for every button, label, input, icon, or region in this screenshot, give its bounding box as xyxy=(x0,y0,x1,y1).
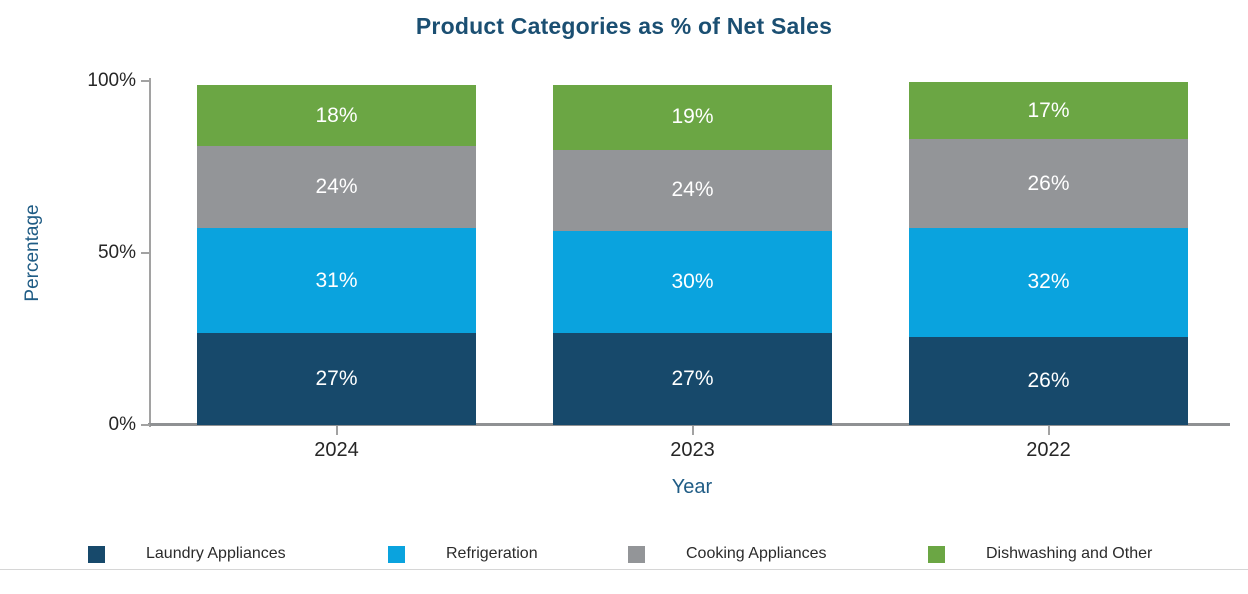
legend-item-cooking-appliances: Cooking Appliances xyxy=(628,545,827,563)
y-tick-mark xyxy=(141,80,150,82)
legend-label: Refrigeration xyxy=(446,545,538,562)
bar-value-label: 32% xyxy=(1027,270,1070,294)
legend-item-refrigeration: Refrigeration xyxy=(388,545,538,563)
bar-value-label: 26% xyxy=(1027,171,1070,195)
bar-value-label: 18% xyxy=(315,103,358,127)
segment-dishwashing-and-other-2023: 19% xyxy=(553,85,832,150)
y-tick-label: 100% xyxy=(87,70,136,91)
bar-value-label: 26% xyxy=(1027,368,1070,392)
segment-refrigeration-2022: 32% xyxy=(909,227,1188,337)
bar-value-label: 31% xyxy=(315,268,358,292)
segment-refrigeration-2023: 30% xyxy=(553,231,832,334)
segment-cooking-appliances-2022: 26% xyxy=(909,139,1188,228)
bottom-divider xyxy=(0,569,1248,570)
bar-2023: 27% 30% 24% 19% xyxy=(553,85,832,425)
legend-swatch-cooking-appliances xyxy=(628,545,645,563)
x-tick-label: 2023 xyxy=(670,439,715,461)
x-tick-label: 2024 xyxy=(314,439,359,461)
segment-dishwashing-and-other-2024: 18% xyxy=(197,85,476,147)
legend-swatch-refrigeration xyxy=(388,545,405,563)
legend-item-dishwashing-and-other: Dishwashing and Other xyxy=(928,545,1152,563)
segment-laundry-appliances-2024: 27% xyxy=(197,333,476,425)
segment-laundry-appliances-2023: 27% xyxy=(553,333,832,425)
legend-swatch-laundry-appliances xyxy=(88,545,105,563)
x-tick-mark xyxy=(335,426,338,435)
bar-value-label: 27% xyxy=(671,367,714,391)
segment-cooking-appliances-2023: 24% xyxy=(553,149,832,232)
y-tick-label: 0% xyxy=(108,414,136,435)
bar-value-label: 24% xyxy=(671,178,714,202)
y-tick-mark xyxy=(141,252,150,254)
bar-value-label: 19% xyxy=(671,105,714,129)
bar-value-label: 17% xyxy=(1027,98,1070,122)
legend-label: Cooking Appliances xyxy=(686,545,827,562)
x-tick-label: 2022 xyxy=(1026,439,1071,461)
bar-2022: 26% 32% 26% 17% xyxy=(909,81,1188,425)
y-tick-label: 50% xyxy=(97,242,136,263)
legend-item-laundry-appliances: Laundry Appliances xyxy=(88,545,286,563)
segment-laundry-appliances-2022: 26% xyxy=(909,336,1188,425)
legend-label: Laundry Appliances xyxy=(146,545,286,562)
y-tick-mark xyxy=(141,424,150,426)
bar-2024: 27% 31% 24% 18% xyxy=(197,85,476,425)
x-tick-mark xyxy=(691,426,694,435)
legend-swatch-dishwashing-and-other xyxy=(928,545,945,563)
segment-dishwashing-and-other-2022: 17% xyxy=(909,81,1188,140)
chart-title: Product Categories as % of Net Sales xyxy=(415,13,833,39)
segment-cooking-appliances-2024: 24% xyxy=(197,146,476,228)
bar-value-label: 30% xyxy=(671,270,714,294)
y-axis-line xyxy=(149,78,151,427)
legend-label: Dishwashing and Other xyxy=(986,545,1153,562)
bar-value-label: 24% xyxy=(315,175,358,199)
bar-value-label: 27% xyxy=(315,367,358,391)
segment-refrigeration-2024: 31% xyxy=(197,227,476,334)
x-tick-mark xyxy=(1047,426,1050,435)
x-axis-title: Year xyxy=(671,476,713,498)
